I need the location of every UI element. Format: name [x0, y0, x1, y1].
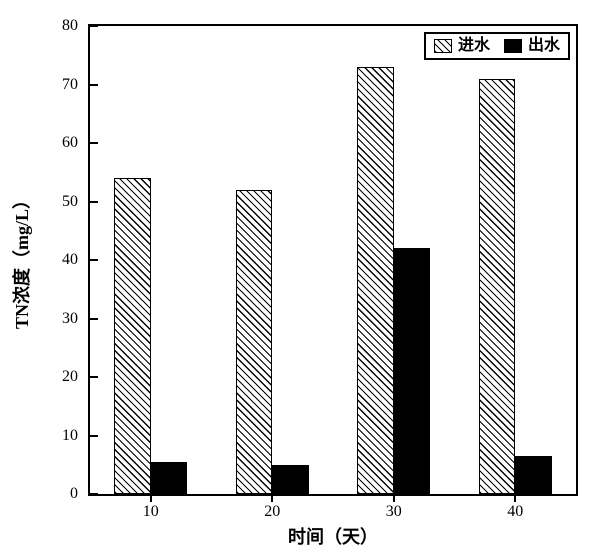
legend: 进水 出水	[424, 32, 570, 60]
y-tick-label: 30	[62, 311, 78, 327]
x-tick	[271, 494, 273, 502]
legend-entry-influent: 进水	[434, 38, 490, 54]
x-tick-label: 30	[386, 504, 402, 520]
y-tick-label: 0	[70, 486, 78, 502]
y-tick-label: 50	[62, 194, 78, 210]
bar-effluent	[151, 462, 187, 494]
page: 进水 出水 TN浓度（mg/L） 时间（天） 0 10 20 30 40 50 60 70 80…	[0, 0, 611, 553]
bars-layer	[90, 26, 576, 494]
legend-label-influent: 进水	[458, 38, 490, 54]
x-tick	[393, 494, 395, 502]
x-axis-title: 时间（天）	[288, 528, 378, 546]
legend-entry-effluent: 出水	[504, 38, 560, 54]
bar-influent	[357, 67, 393, 494]
x-tick	[150, 494, 152, 502]
hatched-swatch-icon	[434, 39, 452, 53]
y-tick-label: 70	[62, 77, 78, 93]
x-tick-label: 40	[507, 504, 523, 520]
y-tick-label: 40	[62, 252, 78, 268]
bar-influent	[114, 178, 150, 494]
legend-label-effluent: 出水	[528, 38, 560, 54]
y-tick-label: 80	[62, 18, 78, 34]
x-tick	[514, 494, 516, 502]
y-tick-label: 60	[62, 135, 78, 151]
y-tick-label: 10	[62, 428, 78, 444]
y-tick-label: 20	[62, 369, 78, 385]
bar-influent	[236, 190, 272, 494]
y-axis-title: TN浓度（mg/L）	[13, 191, 31, 329]
bar-effluent	[515, 456, 551, 494]
x-tick-label: 10	[143, 504, 159, 520]
chart-plot-area: 进水 出水 TN浓度（mg/L） 时间（天） 01020304050607080…	[88, 24, 578, 496]
bar-effluent	[394, 248, 430, 494]
bar-effluent	[272, 465, 308, 494]
bar-influent	[479, 79, 515, 494]
x-tick-label: 20	[264, 504, 280, 520]
solid-swatch-icon	[504, 39, 522, 53]
